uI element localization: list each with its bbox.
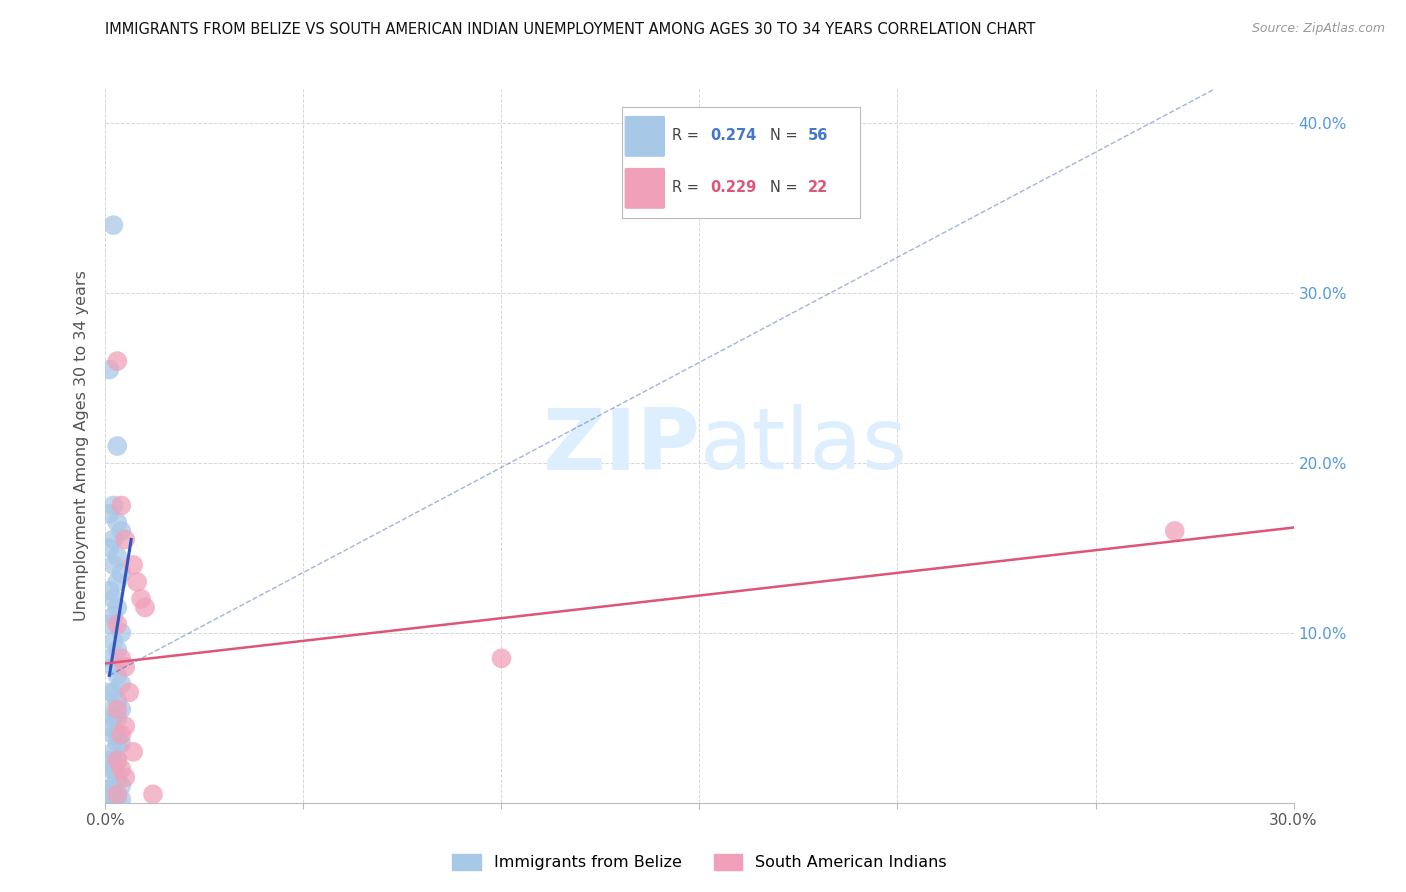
Point <box>105 694 128 708</box>
Point <box>103 779 125 793</box>
Point <box>118 685 141 699</box>
Point <box>1164 524 1187 538</box>
Point <box>122 745 145 759</box>
Point <box>110 792 132 806</box>
Point <box>103 789 125 803</box>
Point <box>110 736 132 750</box>
Point <box>103 786 125 800</box>
Point <box>105 770 128 784</box>
Point <box>103 728 125 742</box>
Point <box>98 362 121 376</box>
Point <box>103 762 125 776</box>
Point <box>114 719 136 733</box>
Point <box>105 549 128 564</box>
Point <box>98 782 121 797</box>
Point <box>98 790 121 805</box>
Point <box>105 643 128 657</box>
Point <box>103 702 125 716</box>
Point <box>110 728 132 742</box>
Point <box>110 626 132 640</box>
Text: IMMIGRANTS FROM BELIZE VS SOUTH AMERICAN INDIAN UNEMPLOYMENT AMONG AGES 30 TO 34: IMMIGRANTS FROM BELIZE VS SOUTH AMERICAN… <box>105 22 1036 37</box>
Point <box>103 660 125 674</box>
Point <box>110 499 132 513</box>
Point <box>134 600 156 615</box>
Point <box>103 634 125 648</box>
Point <box>98 507 121 521</box>
Point <box>103 608 125 623</box>
Point <box>114 533 136 547</box>
Point <box>110 566 132 581</box>
Point <box>98 753 121 767</box>
Point <box>98 787 121 801</box>
Point <box>105 574 128 589</box>
Point <box>98 719 121 733</box>
Point <box>98 541 121 555</box>
Point <box>103 794 125 808</box>
Point <box>105 354 128 368</box>
Point <box>122 558 145 572</box>
Point <box>103 591 125 606</box>
Point <box>114 660 136 674</box>
Point <box>103 558 125 572</box>
Point <box>98 617 121 632</box>
Point <box>98 685 121 699</box>
Point <box>105 711 128 725</box>
Point <box>103 218 125 232</box>
Point <box>105 787 128 801</box>
Point <box>110 651 132 665</box>
Point <box>105 668 128 682</box>
Point <box>142 787 165 801</box>
Point <box>103 685 125 699</box>
Point <box>105 617 128 632</box>
Text: ZIP: ZIP <box>541 404 700 488</box>
Legend: Immigrants from Belize, South American Indians: Immigrants from Belize, South American I… <box>446 847 953 877</box>
Point <box>98 794 121 808</box>
Y-axis label: Unemployment Among Ages 30 to 34 years: Unemployment Among Ages 30 to 34 years <box>75 270 90 622</box>
Point <box>110 524 132 538</box>
Point <box>110 702 132 716</box>
Point <box>105 787 128 801</box>
Point <box>110 677 132 691</box>
Point <box>114 770 136 784</box>
Point <box>127 574 149 589</box>
Point <box>103 745 125 759</box>
Text: Source: ZipAtlas.com: Source: ZipAtlas.com <box>1251 22 1385 36</box>
Point <box>105 439 128 453</box>
Point <box>105 736 128 750</box>
Point <box>103 499 125 513</box>
Point <box>103 711 125 725</box>
Point <box>110 762 132 776</box>
Point <box>129 591 152 606</box>
Point <box>98 651 121 665</box>
Point <box>105 753 128 767</box>
Point <box>110 779 132 793</box>
Point <box>98 583 121 598</box>
Point <box>98 762 121 776</box>
Point <box>105 702 128 716</box>
Point <box>105 516 128 530</box>
Point <box>105 790 128 805</box>
Text: atlas: atlas <box>700 404 907 488</box>
Point <box>105 600 128 615</box>
Point <box>103 792 125 806</box>
Point <box>105 753 128 767</box>
Point <box>491 651 513 665</box>
Point <box>103 533 125 547</box>
Point <box>105 728 128 742</box>
